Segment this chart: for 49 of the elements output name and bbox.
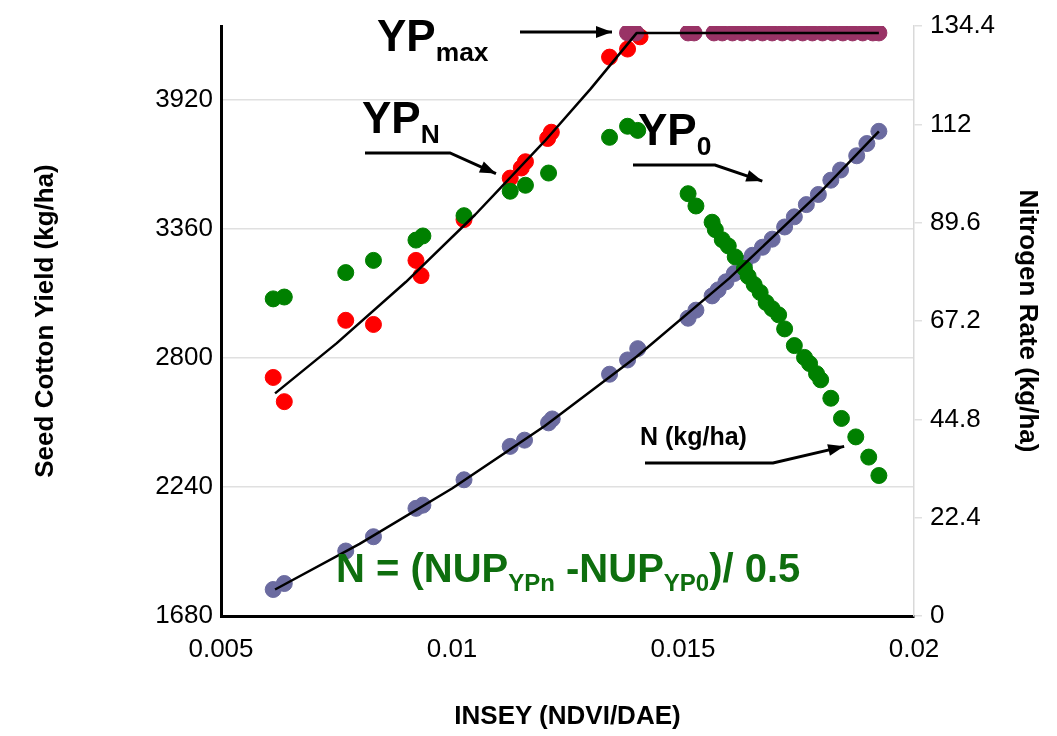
annotation: N = (NUP$_{YPn}$ -NUP$_{YP0}$)/ 0.5 [336,546,801,596]
y2-tick-label: 44.8 [930,402,981,433]
point [870,467,888,485]
y-tick-label: 3920 [155,82,213,113]
annotation: N (kg/ha) [640,422,747,450]
annotation: YP$_{max}$ [377,11,489,67]
point [407,251,425,269]
point [337,311,355,329]
y-tick-label: 3360 [155,211,213,242]
x-tick-label: 0.005 [188,632,254,663]
point [601,128,619,146]
point [501,182,519,200]
y2-tick-label: 134.4 [930,9,996,40]
point [687,197,705,215]
point [785,337,803,355]
point [776,320,794,338]
point [275,288,293,306]
point [822,389,840,407]
point [364,315,382,333]
x-axis-title: INSEY (NDVI/DAE) [454,699,681,730]
x-tick-label: 0.015 [650,632,716,663]
point [337,264,355,282]
y-tick-label: 1680 [155,599,213,630]
y2-tick-label: 22.4 [930,500,981,531]
y2-tick-label: 89.6 [930,205,981,236]
point [679,185,697,203]
point [264,368,282,386]
y2-tick-label: 67.2 [930,304,981,335]
point [847,428,865,446]
y2-axis-title: Nitrogen Rate (kg/ha) [1014,189,1045,453]
point [516,176,534,194]
y2-tick-label: 112 [930,107,972,138]
point [832,409,850,427]
y2-tick-label: 0 [930,599,945,630]
point [275,393,293,411]
y-tick-label: 2800 [155,341,213,372]
point [364,251,382,269]
point [540,164,558,182]
point [414,227,432,245]
annotation: YP$_{N}$ [362,93,440,149]
point [812,371,830,389]
point [726,248,744,266]
y-tick-label: 2240 [155,470,213,501]
x-tick-label: 0.02 [888,632,940,663]
point [860,448,878,466]
annotation: YP$_{0}$ [638,105,712,161]
point [770,306,788,324]
x-tick-label: 0.01 [426,632,478,663]
y-axis-title: Seed Cotton Yield (kg/ha) [28,164,59,478]
